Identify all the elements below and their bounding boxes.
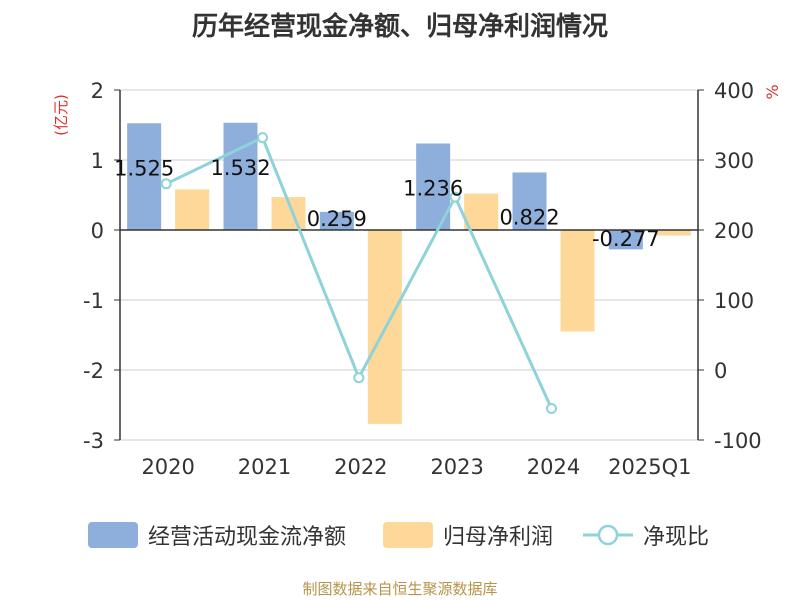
legend-label-profit: 归母净利润 xyxy=(443,525,554,550)
left-tick-label: 2 xyxy=(91,79,104,103)
grid-layer xyxy=(120,89,698,441)
right-tick-label: -100 xyxy=(714,429,762,453)
left-tick-label: -3 xyxy=(83,429,104,453)
x-tick-label: 2023 xyxy=(430,455,483,479)
left-axis-unit: (亿元) xyxy=(52,94,70,136)
chart-title: 历年经营现金净额、归母净利润情况 xyxy=(191,12,608,42)
point-ratio xyxy=(257,132,268,144)
bar-profit xyxy=(560,230,595,332)
bar-profit xyxy=(656,230,691,236)
data-label-cashflow: 1.532 xyxy=(210,156,270,180)
x-tick-label: 2022 xyxy=(334,455,387,479)
point-ratio xyxy=(353,372,365,384)
point-ratio xyxy=(449,191,461,203)
axis-layer: 2 1 0 -1 -2 -3 400 300 200 100 0 -100 2020 2021 2022 20… xyxy=(83,79,762,479)
point-ratio xyxy=(546,403,557,414)
right-tick-label: 400 xyxy=(714,79,754,103)
legend-item-profit[interactable]: 归母净利润 xyxy=(383,518,553,552)
legend: 经营活动现金流净额 归母净利润 净现比 xyxy=(0,518,800,552)
x-tick-label: 2021 xyxy=(238,455,291,479)
bar-cashflow xyxy=(223,122,258,230)
right-tick-label: 0 xyxy=(714,359,727,383)
legend-swatch-profit xyxy=(383,522,433,548)
bar-cashflow xyxy=(608,230,643,250)
left-tick-label: 0 xyxy=(91,219,104,243)
data-label-cashflow: 1.236 xyxy=(403,176,463,200)
bar-cashflow xyxy=(512,172,547,230)
left-tick-label: -1 xyxy=(83,289,104,313)
right-tick-label: 300 xyxy=(714,149,754,173)
source-footer: 制图数据来自恒生聚源数据库 xyxy=(302,580,498,598)
x-tick-label: 2025Q1 xyxy=(608,455,691,479)
left-tick-label: 1 xyxy=(91,149,104,173)
x-tick-label: 2020 xyxy=(141,455,194,479)
data-label-cashflow: 1.525 xyxy=(114,156,174,180)
data-label-cashflow: 0.259 xyxy=(307,207,367,231)
bar-cashflow xyxy=(127,123,162,230)
data-label-cashflow: -0.277 xyxy=(592,227,660,251)
point-ratio xyxy=(160,178,172,190)
bar-profit xyxy=(464,193,499,230)
legend-swatch-ratio xyxy=(583,524,633,546)
label-layer: 1.525 1.532 0.259 1.236 0.822 -0.277 xyxy=(114,156,660,251)
legend-item-ratio[interactable]: 净现比 xyxy=(583,518,709,552)
bar-layer xyxy=(127,122,691,424)
bar-cashflow xyxy=(319,211,354,230)
line-layer xyxy=(160,132,557,414)
legend-swatch-cashflow xyxy=(88,522,138,548)
x-tick-label: 2024 xyxy=(527,455,580,479)
right-axis-unit: % xyxy=(763,84,782,99)
right-tick-label: 200 xyxy=(714,219,754,243)
legend-label-cashflow: 经营活动现金流净额 xyxy=(148,525,347,550)
legend-item-cashflow[interactable]: 经营活动现金流净额 xyxy=(88,518,346,552)
left-tick-label: -2 xyxy=(83,359,104,383)
data-label-cashflow: 0.822 xyxy=(499,205,559,229)
right-tick-label: 100 xyxy=(714,289,754,313)
bar-profit xyxy=(175,189,210,230)
legend-label-ratio: 净现比 xyxy=(643,525,710,550)
